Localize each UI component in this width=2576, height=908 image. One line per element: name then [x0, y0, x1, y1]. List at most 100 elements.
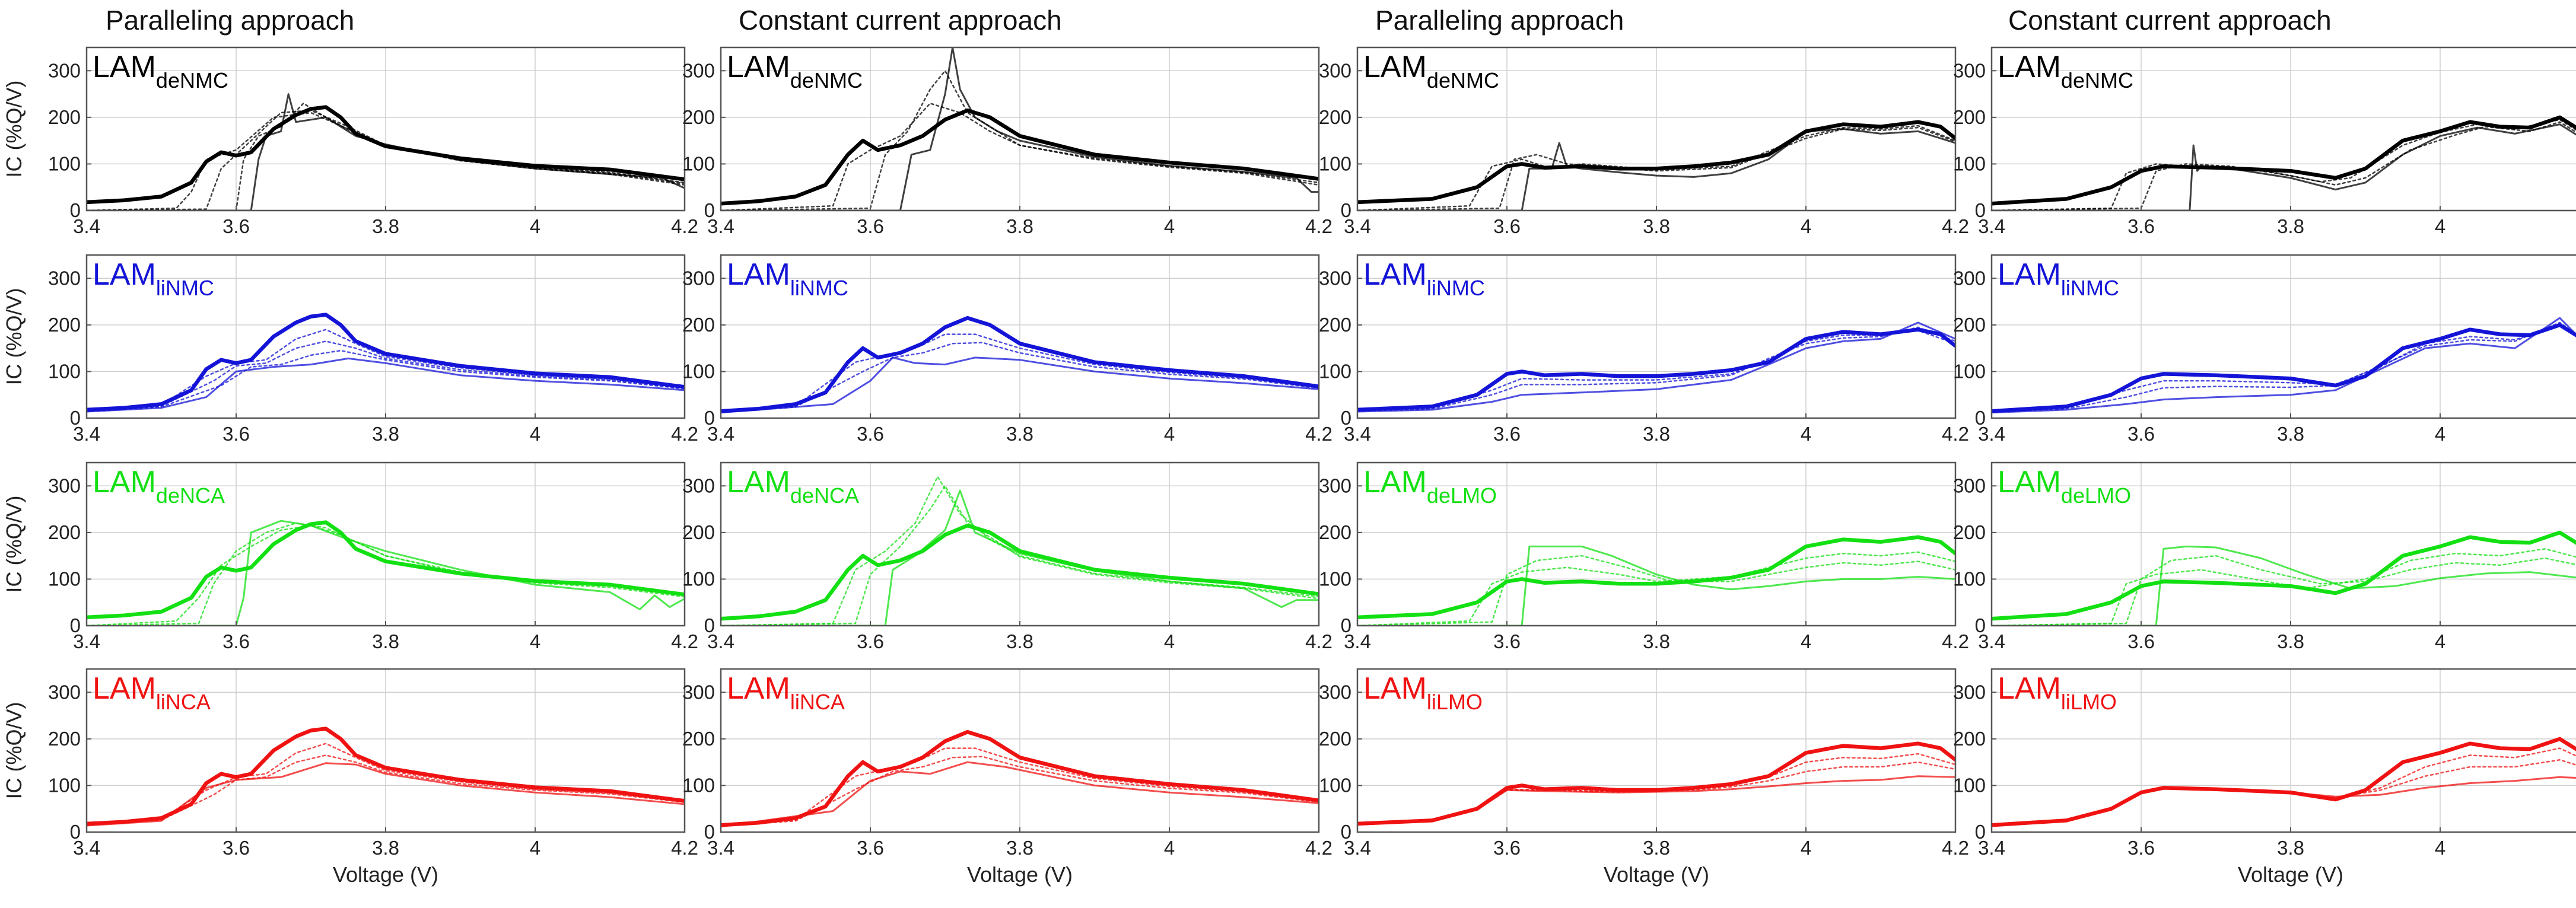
- x-tick-label: 4: [1164, 630, 1175, 652]
- panel-label-main: LAM: [1998, 50, 2061, 84]
- series-line-end-of-life: [1992, 317, 2576, 414]
- y-tick-label: 0: [70, 199, 81, 221]
- x-tick-label: 4: [2435, 630, 2445, 652]
- y-tick-label: 0: [1975, 199, 1986, 221]
- panel-label: LAMdeNCA: [727, 465, 859, 508]
- y-tick-label: 100: [48, 360, 81, 382]
- x-tick-label: 3.6: [222, 630, 250, 652]
- y-tick-label: 0: [704, 407, 715, 429]
- x-tick-label: 4.2: [1942, 215, 1969, 237]
- x-tick-label: 3.8: [2277, 215, 2304, 237]
- x-axis-label: Voltage (V): [1604, 862, 1709, 887]
- y-tick-label: 100: [1953, 152, 1986, 174]
- panel-label-sub: deLMO: [1427, 483, 1497, 508]
- series-line-end-of-life: [721, 47, 1319, 211]
- panel-label-main: LAM: [1363, 465, 1427, 499]
- x-tick-label: 3.8: [1643, 837, 1670, 859]
- series-line-degraded-1: [1992, 747, 2576, 826]
- panel-label-main: LAM: [1998, 465, 2061, 499]
- x-tick-label: 4: [1164, 837, 1175, 859]
- panel-label-sub: deNCA: [156, 483, 225, 508]
- x-tick-label: 3.8: [372, 630, 399, 652]
- x-tick-label: 3.8: [372, 837, 399, 859]
- panel-label-main: LAM: [1363, 50, 1427, 84]
- x-tick-label: 4.2: [671, 215, 698, 237]
- x-tick-label: 4.2: [1305, 630, 1332, 652]
- y-tick-label: 100: [1319, 774, 1351, 796]
- y-tick-label: 0: [704, 821, 715, 843]
- panel-0-0: 3.4 3.6 3.8 4 4.2 0 100 200 300 LAMdeNMC IC (%Q/V): [2, 46, 698, 237]
- series-group: [721, 316, 1319, 414]
- series-line-degraded-1: [721, 333, 1319, 413]
- y-tick-label: 200: [1953, 106, 1986, 128]
- series-group: [721, 47, 1319, 211]
- x-tick-label: 3.6: [222, 423, 250, 445]
- x-tick-label: 4.2: [1305, 215, 1332, 237]
- series-line-degraded-3: [87, 349, 685, 413]
- series-line-baseline: [721, 523, 1319, 621]
- series-line-degraded-1: [1992, 324, 2576, 413]
- x-tick-label: 4: [2435, 215, 2445, 237]
- panel-1-2: 3.4 3.6 3.8 4 4.2 0 100 200 300 LAMliNMC: [1319, 254, 1969, 445]
- series-group: [1357, 535, 1955, 626]
- panel-label-main: LAM: [1363, 257, 1427, 292]
- y-tick-label: 200: [682, 728, 715, 750]
- series-group: [87, 520, 685, 626]
- x-tick-label: 3.8: [2277, 837, 2304, 859]
- panel-label: LAMliLMO: [1998, 671, 2117, 714]
- panel-label-sub: liNMC: [2061, 276, 2119, 300]
- x-tick-label: 3.8: [1006, 423, 1033, 445]
- panel-label-sub: deNCA: [790, 483, 859, 508]
- panel-1-1: 3.4 3.6 3.8 4 4.2 0 100 200 300 LAMliNMC: [682, 254, 1332, 445]
- panel-3-0: 3.4 3.6 3.8 4 4.2 0 100 200 300 LAMliNCA IC (%Q/V)…: [2, 668, 698, 887]
- y-tick-label: 100: [682, 568, 715, 590]
- panel-label-sub: liNCA: [790, 690, 845, 714]
- series-group: [1992, 737, 2576, 827]
- y-tick-label: 300: [48, 59, 81, 81]
- y-tick-label: 300: [1953, 681, 1986, 703]
- series-line-end-of-life: [1992, 545, 2576, 626]
- x-tick-label: 3.6: [2127, 423, 2155, 445]
- series-line-baseline: [1992, 115, 2576, 206]
- series-line-degraded-2: [721, 342, 1319, 413]
- x-tick-label: 4.2: [671, 837, 698, 859]
- y-tick-label: 300: [1319, 474, 1351, 496]
- panel-label-sub: deLMO: [2061, 483, 2131, 508]
- column-title-3: Paralleling approach: [1375, 5, 1624, 36]
- panel-2-0: 3.4 3.6 3.8 4 4.2 0 100 200 300 LAMdeNCA IC (%Q/V): [2, 461, 698, 652]
- y-tick-label: 0: [70, 821, 81, 843]
- x-tick-label: 3.8: [2277, 423, 2304, 445]
- x-tick-label: 4: [530, 215, 540, 237]
- x-tick-label: 3.6: [2127, 837, 2155, 859]
- panel-label-sub: deNMC: [1427, 68, 1499, 93]
- y-axis-label: IC (%Q/V): [2, 495, 26, 592]
- series-group: [87, 313, 685, 413]
- y-tick-label: 0: [70, 407, 81, 429]
- y-axis-label: IC (%Q/V): [2, 288, 26, 385]
- panel-label-main: LAM: [1998, 671, 2061, 706]
- series-line-degraded-2: [1357, 555, 1955, 626]
- panel-label: LAMdeNCA: [93, 465, 225, 508]
- series-group: [1992, 530, 2576, 626]
- y-tick-label: 200: [48, 728, 81, 750]
- panel-3-2: 3.4 3.6 3.8 4 4.2 0 100 200 300 LAMliLMO Voltage (…: [1319, 668, 1969, 887]
- series-line-degraded-1: [1357, 551, 1955, 626]
- panel-label: LAMliNMC: [1363, 257, 1485, 300]
- series-line-degraded-1: [1992, 548, 2576, 626]
- series-group: [1357, 120, 1955, 211]
- x-tick-label: 4.2: [1305, 423, 1332, 445]
- panel-label-main: LAM: [1998, 257, 2061, 292]
- y-tick-label: 300: [1319, 59, 1351, 81]
- x-tick-label: 4: [1801, 423, 1811, 445]
- panel-label-main: LAM: [727, 465, 790, 499]
- series-line-degraded-2: [1357, 126, 1955, 211]
- y-tick-label: 200: [1319, 314, 1351, 336]
- panel-label-sub: deNMC: [156, 68, 228, 93]
- x-tick-label: 3.4: [1344, 837, 1371, 859]
- y-tick-label: 0: [1975, 821, 1986, 843]
- y-tick-label: 100: [48, 568, 81, 590]
- x-tick-label: 3.6: [857, 630, 884, 652]
- x-tick-label: 4: [1164, 423, 1175, 445]
- series-line-end-of-life: [1357, 775, 1955, 826]
